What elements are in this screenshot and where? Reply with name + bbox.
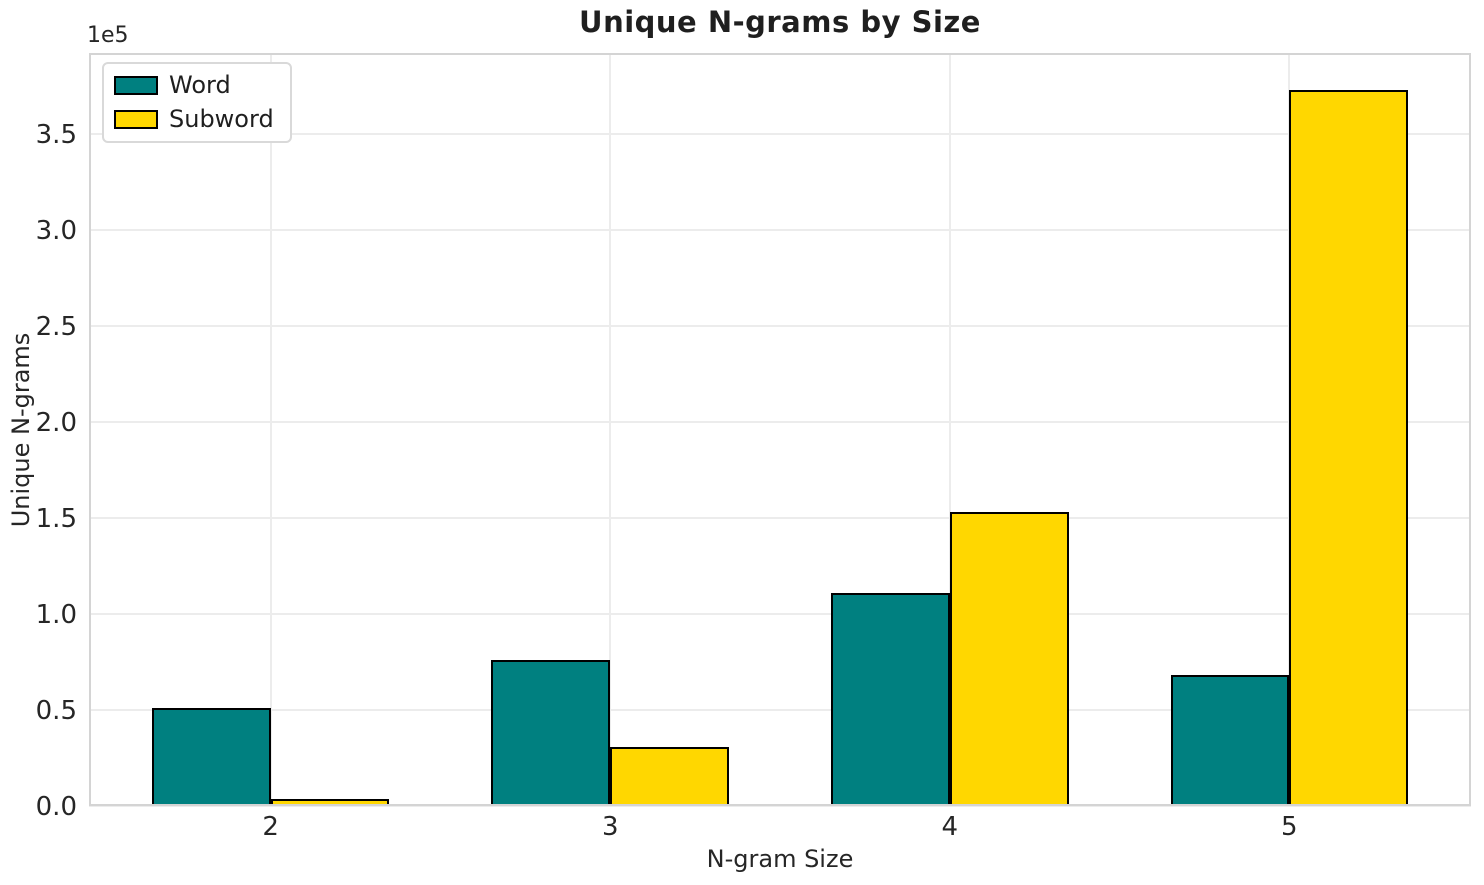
x-axis-label: N-gram Size xyxy=(706,845,854,873)
x-tick-label: 3 xyxy=(601,812,619,842)
legend-label-subword: Subword xyxy=(169,104,274,133)
legend-label-word: Word xyxy=(169,71,231,99)
y-tick-label: 1.5 xyxy=(35,503,77,534)
y-tick-label: 3.0 xyxy=(35,215,77,246)
gridline-horizontal xyxy=(89,420,1471,423)
bar-subword-5 xyxy=(1289,89,1409,806)
legend-item-word: Word xyxy=(114,71,274,100)
legend-swatch-word xyxy=(114,76,158,96)
legend-item-subword: Subword xyxy=(114,104,274,134)
plot-area: Word Subword xyxy=(89,53,1471,807)
gridline-horizontal xyxy=(89,612,1471,615)
bar-word-2 xyxy=(151,708,271,806)
gridline-horizontal xyxy=(89,516,1471,519)
gridline-horizontal xyxy=(89,708,1471,711)
x-tick-label: 5 xyxy=(1281,812,1298,842)
x-tick-label: 4 xyxy=(941,812,959,842)
y-tick-label: 1.0 xyxy=(35,599,77,630)
x-tick-label: 2 xyxy=(262,812,279,842)
legend-swatch-subword xyxy=(114,109,158,129)
bar-subword-3 xyxy=(610,746,729,806)
bar-subword-2 xyxy=(270,799,390,806)
y-tick-label: 3.5 xyxy=(35,119,77,150)
gridline-vertical xyxy=(948,53,951,806)
legend: Word Subword xyxy=(102,62,292,144)
y-tick-label: 2.0 xyxy=(35,407,77,438)
y-tick-label: 0.0 xyxy=(35,792,77,822)
gridline-horizontal xyxy=(89,228,1471,231)
gridline-vertical xyxy=(269,53,272,806)
y-tick-label: 2.5 xyxy=(35,311,77,342)
bar-word-4 xyxy=(830,592,950,806)
gridline-horizontal xyxy=(89,132,1471,135)
gridline-horizontal xyxy=(89,324,1471,327)
bar-word-5 xyxy=(1170,675,1290,806)
y-offset-label: 1e5 xyxy=(87,23,129,48)
bar-word-3 xyxy=(491,660,611,806)
bar-subword-4 xyxy=(949,512,1069,806)
chart-title: Unique N-grams by Size xyxy=(579,5,981,39)
gridline-horizontal xyxy=(89,805,1471,807)
gridline-vertical xyxy=(609,53,612,806)
y-tick-label: 0.5 xyxy=(35,695,77,726)
